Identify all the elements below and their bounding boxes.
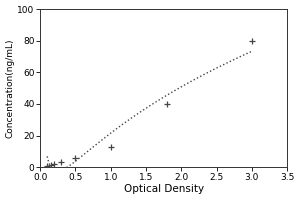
X-axis label: Optical Density: Optical Density xyxy=(124,184,204,194)
Y-axis label: Concentration(ng/mL): Concentration(ng/mL) xyxy=(6,38,15,138)
